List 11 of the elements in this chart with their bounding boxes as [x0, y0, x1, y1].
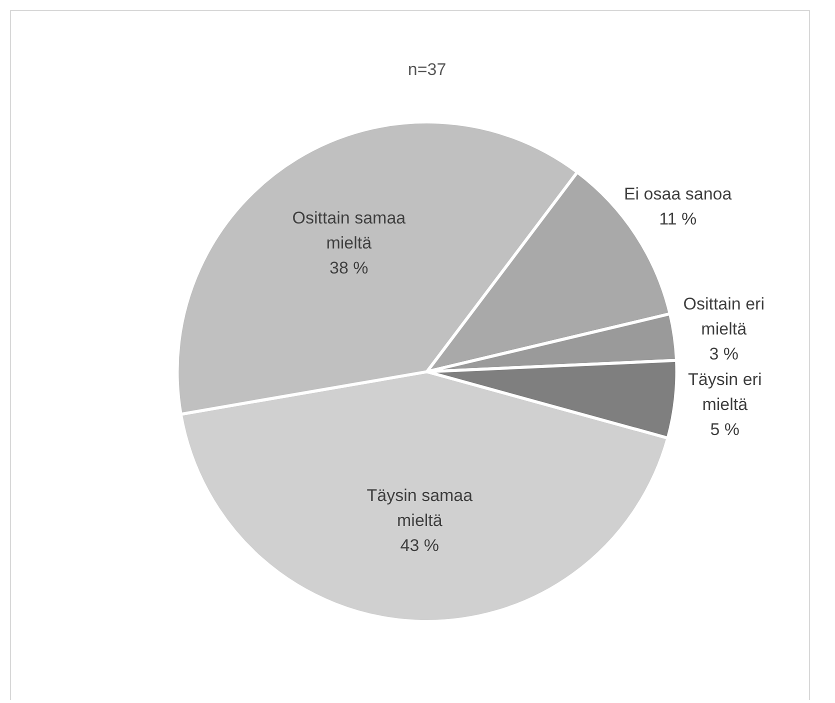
slice-label: Täysin samaa mieltä — [366, 486, 474, 530]
slice-label: Ei osaa sanoa — [624, 184, 732, 204]
data-label: 5 % — [710, 420, 740, 439]
data-label: 11 % — [659, 210, 697, 229]
slice-label: Täysin eri mieltä — [688, 370, 762, 414]
data-label: 43 % — [400, 536, 440, 556]
slice-label: Osittain samaa mieltä — [292, 208, 406, 252]
chart-title: n=37 — [408, 60, 446, 79]
data-label: 38 % — [330, 258, 368, 278]
slice-label: Osittain eri mieltä — [683, 294, 764, 339]
data-label: 3 % — [709, 344, 738, 364]
